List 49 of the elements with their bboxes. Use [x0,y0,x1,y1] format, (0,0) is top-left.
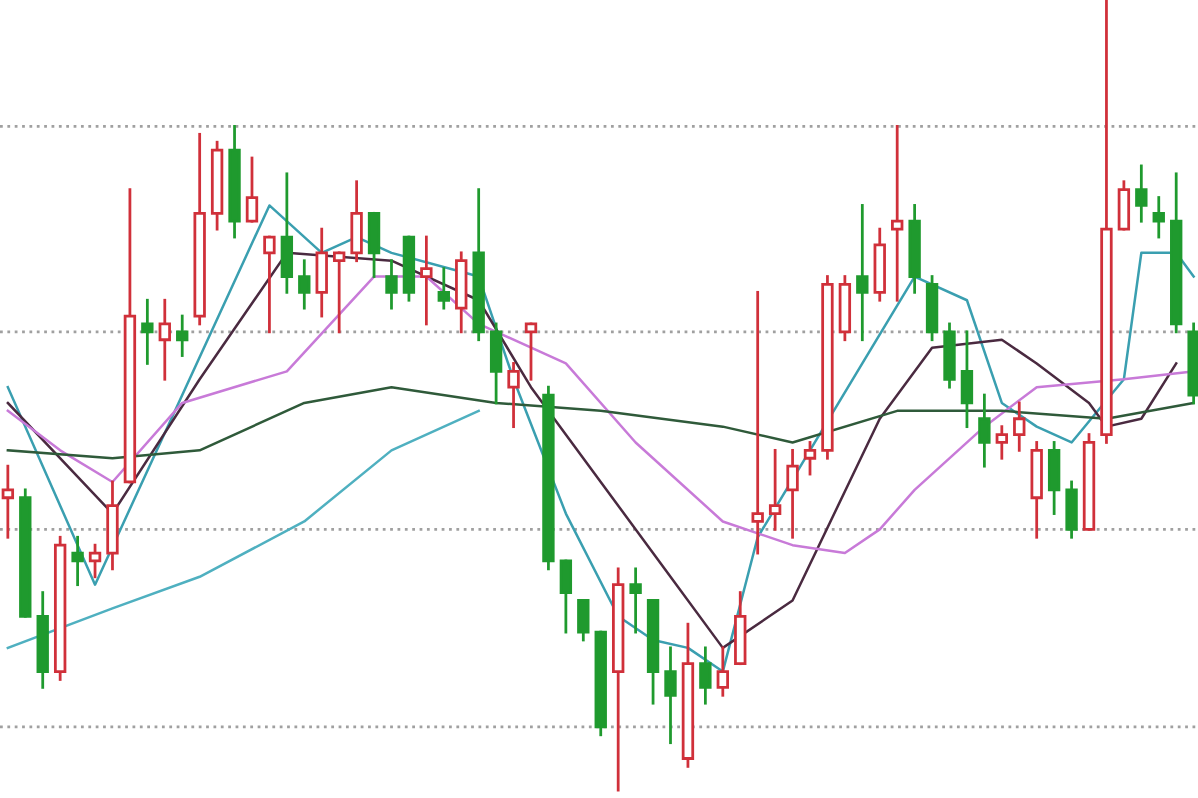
candlestick [1187,322,1198,405]
candlestick [612,567,625,792]
candlestick [908,204,921,294]
candlestick [1170,172,1183,334]
candlestick [298,259,311,310]
candlestick [716,646,729,697]
candlestick [1065,480,1078,539]
candlestick [978,393,991,468]
candlestick [472,188,485,342]
candlestick [420,235,433,326]
candlestick [873,227,886,302]
candlestick [53,535,67,681]
candlestick [385,259,398,310]
candlestick [960,330,974,429]
candlestick [629,567,642,634]
candlestick [891,125,904,302]
candlestick [1013,401,1026,452]
candlestick [856,204,869,342]
candlestick [542,385,555,571]
candlestick [350,180,363,263]
candlestick [1100,0,1113,444]
candlestick [1152,196,1165,239]
candlestick [315,227,328,318]
candlestick [943,322,956,389]
candlestick [228,125,241,239]
candlestick [1,464,15,539]
candlestick [821,275,834,460]
candlestick [158,298,171,381]
candlestick [1047,441,1061,515]
candlestick [768,448,782,531]
candlestick [995,425,1009,460]
candlestick [36,591,49,689]
candlestick [106,480,119,571]
candlestick [1135,164,1148,223]
candlestick [751,290,764,555]
candlestick [699,646,712,705]
candlestick [507,362,520,429]
candlestick [664,646,677,745]
candlestick [489,322,503,405]
candlestick [280,172,294,294]
candlestick [193,132,206,326]
candlestick [141,298,154,365]
candlestick [176,314,189,357]
candlestick [786,448,799,539]
candlestick [71,535,84,587]
candlestick [838,275,852,342]
candlestick [437,267,450,310]
candlestick [1030,441,1043,539]
candlestick [455,251,468,334]
